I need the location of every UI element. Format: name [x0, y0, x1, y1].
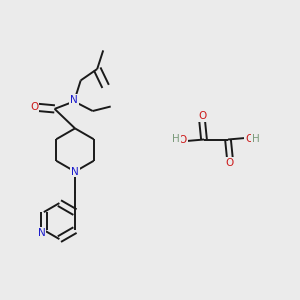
Text: O: O — [179, 135, 187, 145]
Text: O: O — [30, 101, 39, 112]
Text: O: O — [245, 134, 253, 144]
Text: O: O — [225, 158, 234, 168]
Text: H: H — [172, 134, 180, 145]
Text: N: N — [38, 227, 45, 238]
Text: N: N — [70, 95, 78, 105]
Text: H: H — [252, 134, 260, 144]
Text: O: O — [198, 111, 207, 122]
Text: N: N — [71, 167, 79, 177]
